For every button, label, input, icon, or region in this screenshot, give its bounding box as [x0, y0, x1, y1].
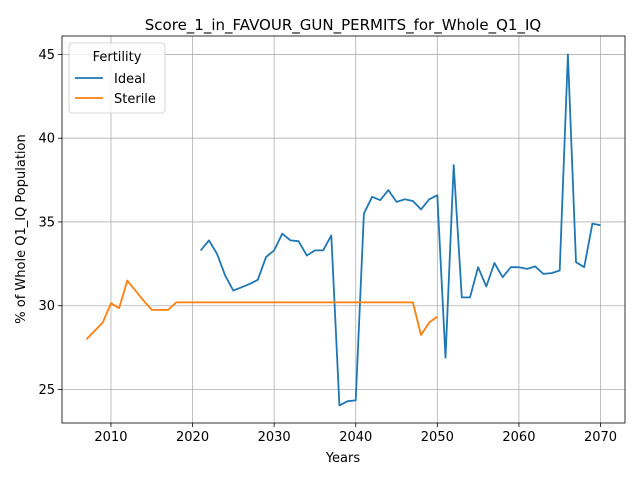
chart-title: Score_1_in_FAVOUR_GUN_PERMITS_for_Whole_… — [145, 16, 541, 35]
y-tick-label: 35 — [38, 215, 55, 230]
x-tick-label: 2070 — [584, 430, 617, 445]
series-line-sterile — [85, 279, 438, 340]
plot-frame — [61, 35, 626, 424]
x-tick-label: 2050 — [421, 430, 454, 445]
legend: Fertility Ideal Sterile — [68, 42, 166, 114]
y-tick-label: 40 — [38, 132, 55, 147]
x-tick-label: 2020 — [176, 430, 209, 445]
y-axis-label: % of Whole Q1_IQ Population — [14, 134, 29, 323]
x-tick-label: 2010 — [94, 430, 127, 445]
y-tick-label: 45 — [38, 48, 55, 63]
y-axis-ticks: 25 30 35 40 45 — [38, 48, 62, 398]
series-line-ideal — [200, 53, 601, 407]
y-tick-label: 25 — [38, 383, 55, 398]
x-axis-label: Years — [325, 451, 361, 466]
x-tick-label: 2040 — [339, 430, 372, 445]
legend-label-sterile: Sterile — [114, 92, 156, 107]
series-lines — [85, 53, 601, 407]
grid — [62, 36, 625, 423]
x-tick-label: 2060 — [502, 430, 535, 445]
y-tick-label: 30 — [38, 299, 55, 314]
legend-label-ideal: Ideal — [114, 72, 146, 87]
legend-title: Fertility — [93, 50, 142, 65]
x-axis-ticks: 2010 2020 2030 2040 2050 2060 2070 — [94, 423, 617, 445]
legend-box — [68, 42, 166, 114]
x-tick-label: 2030 — [258, 430, 291, 445]
